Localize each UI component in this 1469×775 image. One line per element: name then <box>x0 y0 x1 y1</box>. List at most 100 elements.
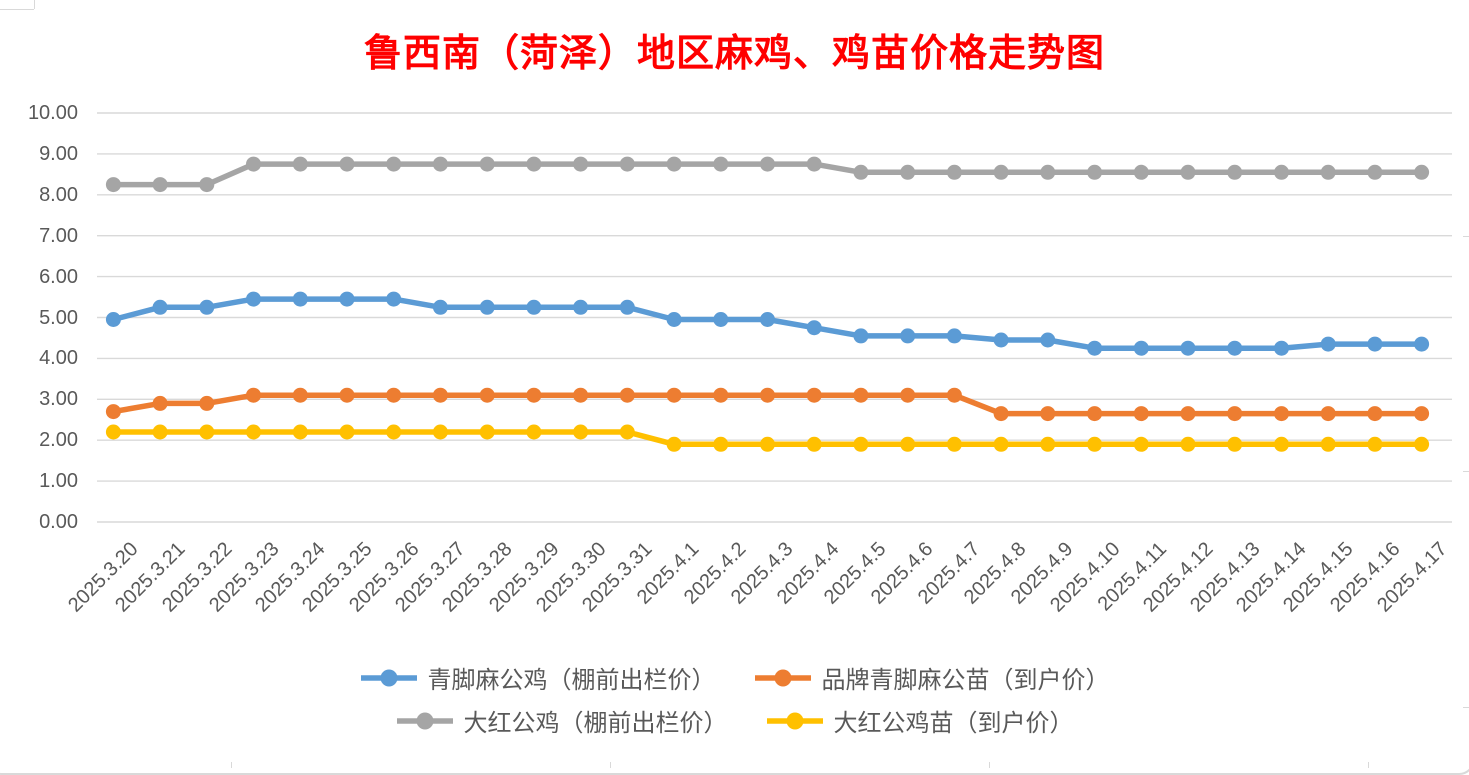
data-point <box>900 387 916 403</box>
data-point <box>1087 436 1103 452</box>
data-point <box>1087 406 1103 422</box>
legend-row: 大红公鸡（棚前出栏价） 大红公鸡苗（到户价） <box>396 703 1074 738</box>
data-point <box>105 312 121 327</box>
data-point <box>246 424 261 440</box>
data-point <box>479 156 495 172</box>
data-point <box>713 387 729 403</box>
data-point <box>760 436 775 452</box>
data-point <box>526 299 542 315</box>
data-point <box>1040 406 1056 422</box>
data-point <box>432 156 448 172</box>
legend-item: 品牌青脚麻公苗（到户价） <box>754 660 1110 695</box>
legend-marker-icon <box>396 712 453 729</box>
data-point <box>1180 164 1196 180</box>
data-point <box>105 404 121 420</box>
data-point <box>619 424 635 440</box>
y-axis-label: 6.00 <box>39 265 78 288</box>
data-point <box>946 164 962 180</box>
data-point <box>1133 436 1149 452</box>
data-point <box>666 312 682 327</box>
y-axis-label: 9.00 <box>39 142 78 165</box>
cell-gridline-stub <box>1463 471 1469 472</box>
data-point <box>946 436 962 452</box>
data-point <box>1367 436 1383 452</box>
data-point <box>619 387 635 403</box>
data-point <box>573 299 589 315</box>
data-point <box>993 436 1009 452</box>
data-point <box>1320 436 1336 452</box>
data-point <box>760 156 775 172</box>
data-point <box>199 395 215 411</box>
data-point <box>1274 436 1289 452</box>
y-axis-label: 10.00 <box>27 102 78 124</box>
data-point <box>1367 336 1383 352</box>
data-point <box>152 299 168 315</box>
data-point <box>339 387 355 403</box>
legend-label: 大红公鸡（棚前出栏价） <box>463 710 728 737</box>
data-point <box>806 436 822 452</box>
data-point <box>105 424 121 440</box>
data-point <box>760 387 775 403</box>
data-point <box>1133 340 1149 356</box>
data-point <box>1180 406 1196 422</box>
legend-marker-icon <box>766 712 823 729</box>
data-point <box>666 436 682 452</box>
legend-label: 大红公鸡苗（到户价） <box>833 710 1074 737</box>
data-point <box>479 387 495 403</box>
data-point <box>339 424 355 440</box>
data-point <box>1040 436 1056 452</box>
y-axis-label: 2.00 <box>39 429 78 452</box>
data-point <box>386 291 402 307</box>
data-point <box>526 156 542 172</box>
cell-gridline-stub <box>34 0 35 9</box>
data-point <box>199 177 215 193</box>
y-axis-label: 7.00 <box>39 224 78 247</box>
data-point <box>292 387 308 403</box>
data-point <box>1320 406 1336 422</box>
y-axis-label: 3.00 <box>39 388 78 411</box>
data-point <box>479 424 495 440</box>
data-point <box>666 156 682 172</box>
data-point <box>713 156 729 172</box>
data-point <box>1180 436 1196 452</box>
data-point <box>573 156 589 172</box>
y-axis-label: 4.00 <box>39 347 78 370</box>
legend-marker-icon <box>754 669 811 686</box>
data-point <box>900 328 916 344</box>
data-point <box>1087 340 1103 356</box>
legend-marker-icon <box>360 669 417 686</box>
y-axis-label: 1.00 <box>39 470 78 493</box>
data-point <box>199 299 215 315</box>
data-point <box>152 395 168 411</box>
cell-gridline-stub <box>610 762 611 768</box>
data-point <box>339 156 355 172</box>
data-point <box>1414 164 1430 180</box>
data-point <box>1133 164 1149 180</box>
data-point <box>292 156 308 172</box>
data-point <box>900 164 916 180</box>
data-point <box>946 328 962 344</box>
data-point <box>246 291 261 307</box>
data-point <box>292 424 308 440</box>
data-point <box>573 387 589 403</box>
chart-title: 鲁西南（菏泽）地区麻鸡、鸡苗价格走势图 <box>363 30 1105 75</box>
data-point <box>619 156 635 172</box>
data-point <box>432 299 448 315</box>
data-point <box>1274 164 1289 180</box>
data-point <box>1180 340 1196 356</box>
data-point <box>900 436 916 452</box>
data-point <box>1414 406 1430 422</box>
data-point <box>386 387 402 403</box>
cell-gridline-stub <box>989 762 990 768</box>
data-point <box>853 328 869 344</box>
legend-label: 品牌青脚麻公苗（到户价） <box>821 667 1110 694</box>
data-point <box>246 387 261 403</box>
y-axis-label: 5.00 <box>39 306 78 329</box>
data-point <box>526 387 542 403</box>
data-point <box>1367 164 1383 180</box>
data-point <box>1414 336 1430 352</box>
data-point <box>853 164 869 180</box>
data-point <box>573 424 589 440</box>
data-point <box>760 312 775 327</box>
